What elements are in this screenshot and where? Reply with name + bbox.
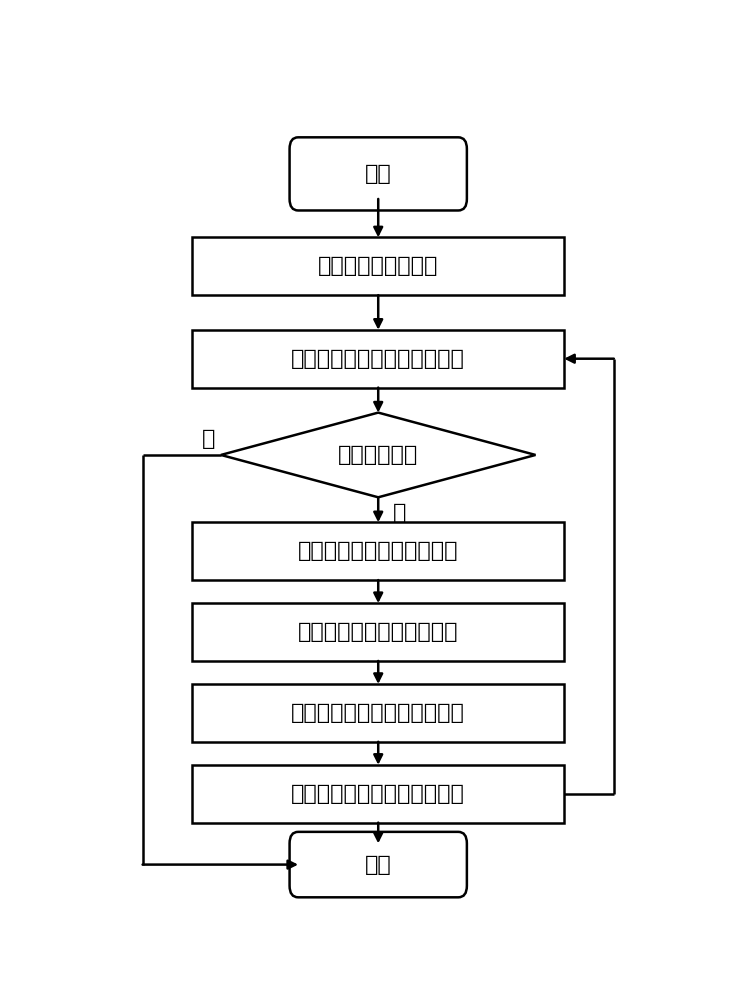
Text: 随机初始化每个粒子: 随机初始化每个粒子 (318, 256, 438, 276)
FancyBboxPatch shape (289, 832, 467, 897)
Text: 评估每个粒子的函数适应值: 评估每个粒子的函数适应值 (298, 622, 458, 642)
FancyBboxPatch shape (193, 603, 564, 661)
FancyBboxPatch shape (193, 330, 564, 388)
FancyBboxPatch shape (193, 684, 564, 742)
Text: 结束: 结束 (365, 855, 392, 875)
Polygon shape (221, 413, 536, 497)
FancyBboxPatch shape (193, 237, 564, 295)
Text: 否: 否 (393, 503, 406, 523)
FancyBboxPatch shape (193, 765, 564, 823)
Text: 评估每个粒子并得到全局最优: 评估每个粒子并得到全局最优 (292, 349, 465, 369)
Text: 更新每个粒子的局部最优位置: 更新每个粒子的局部最优位置 (292, 703, 465, 723)
FancyBboxPatch shape (193, 522, 564, 580)
Text: 满足结束条件: 满足结束条件 (338, 445, 418, 465)
Text: 更新每个粒子的速度和位置: 更新每个粒子的速度和位置 (298, 541, 458, 561)
Text: 开始: 开始 (365, 164, 392, 184)
Text: 是: 是 (202, 429, 215, 449)
FancyBboxPatch shape (289, 137, 467, 210)
Text: 更新每个粒子的全局最优位置: 更新每个粒子的全局最优位置 (292, 784, 465, 804)
